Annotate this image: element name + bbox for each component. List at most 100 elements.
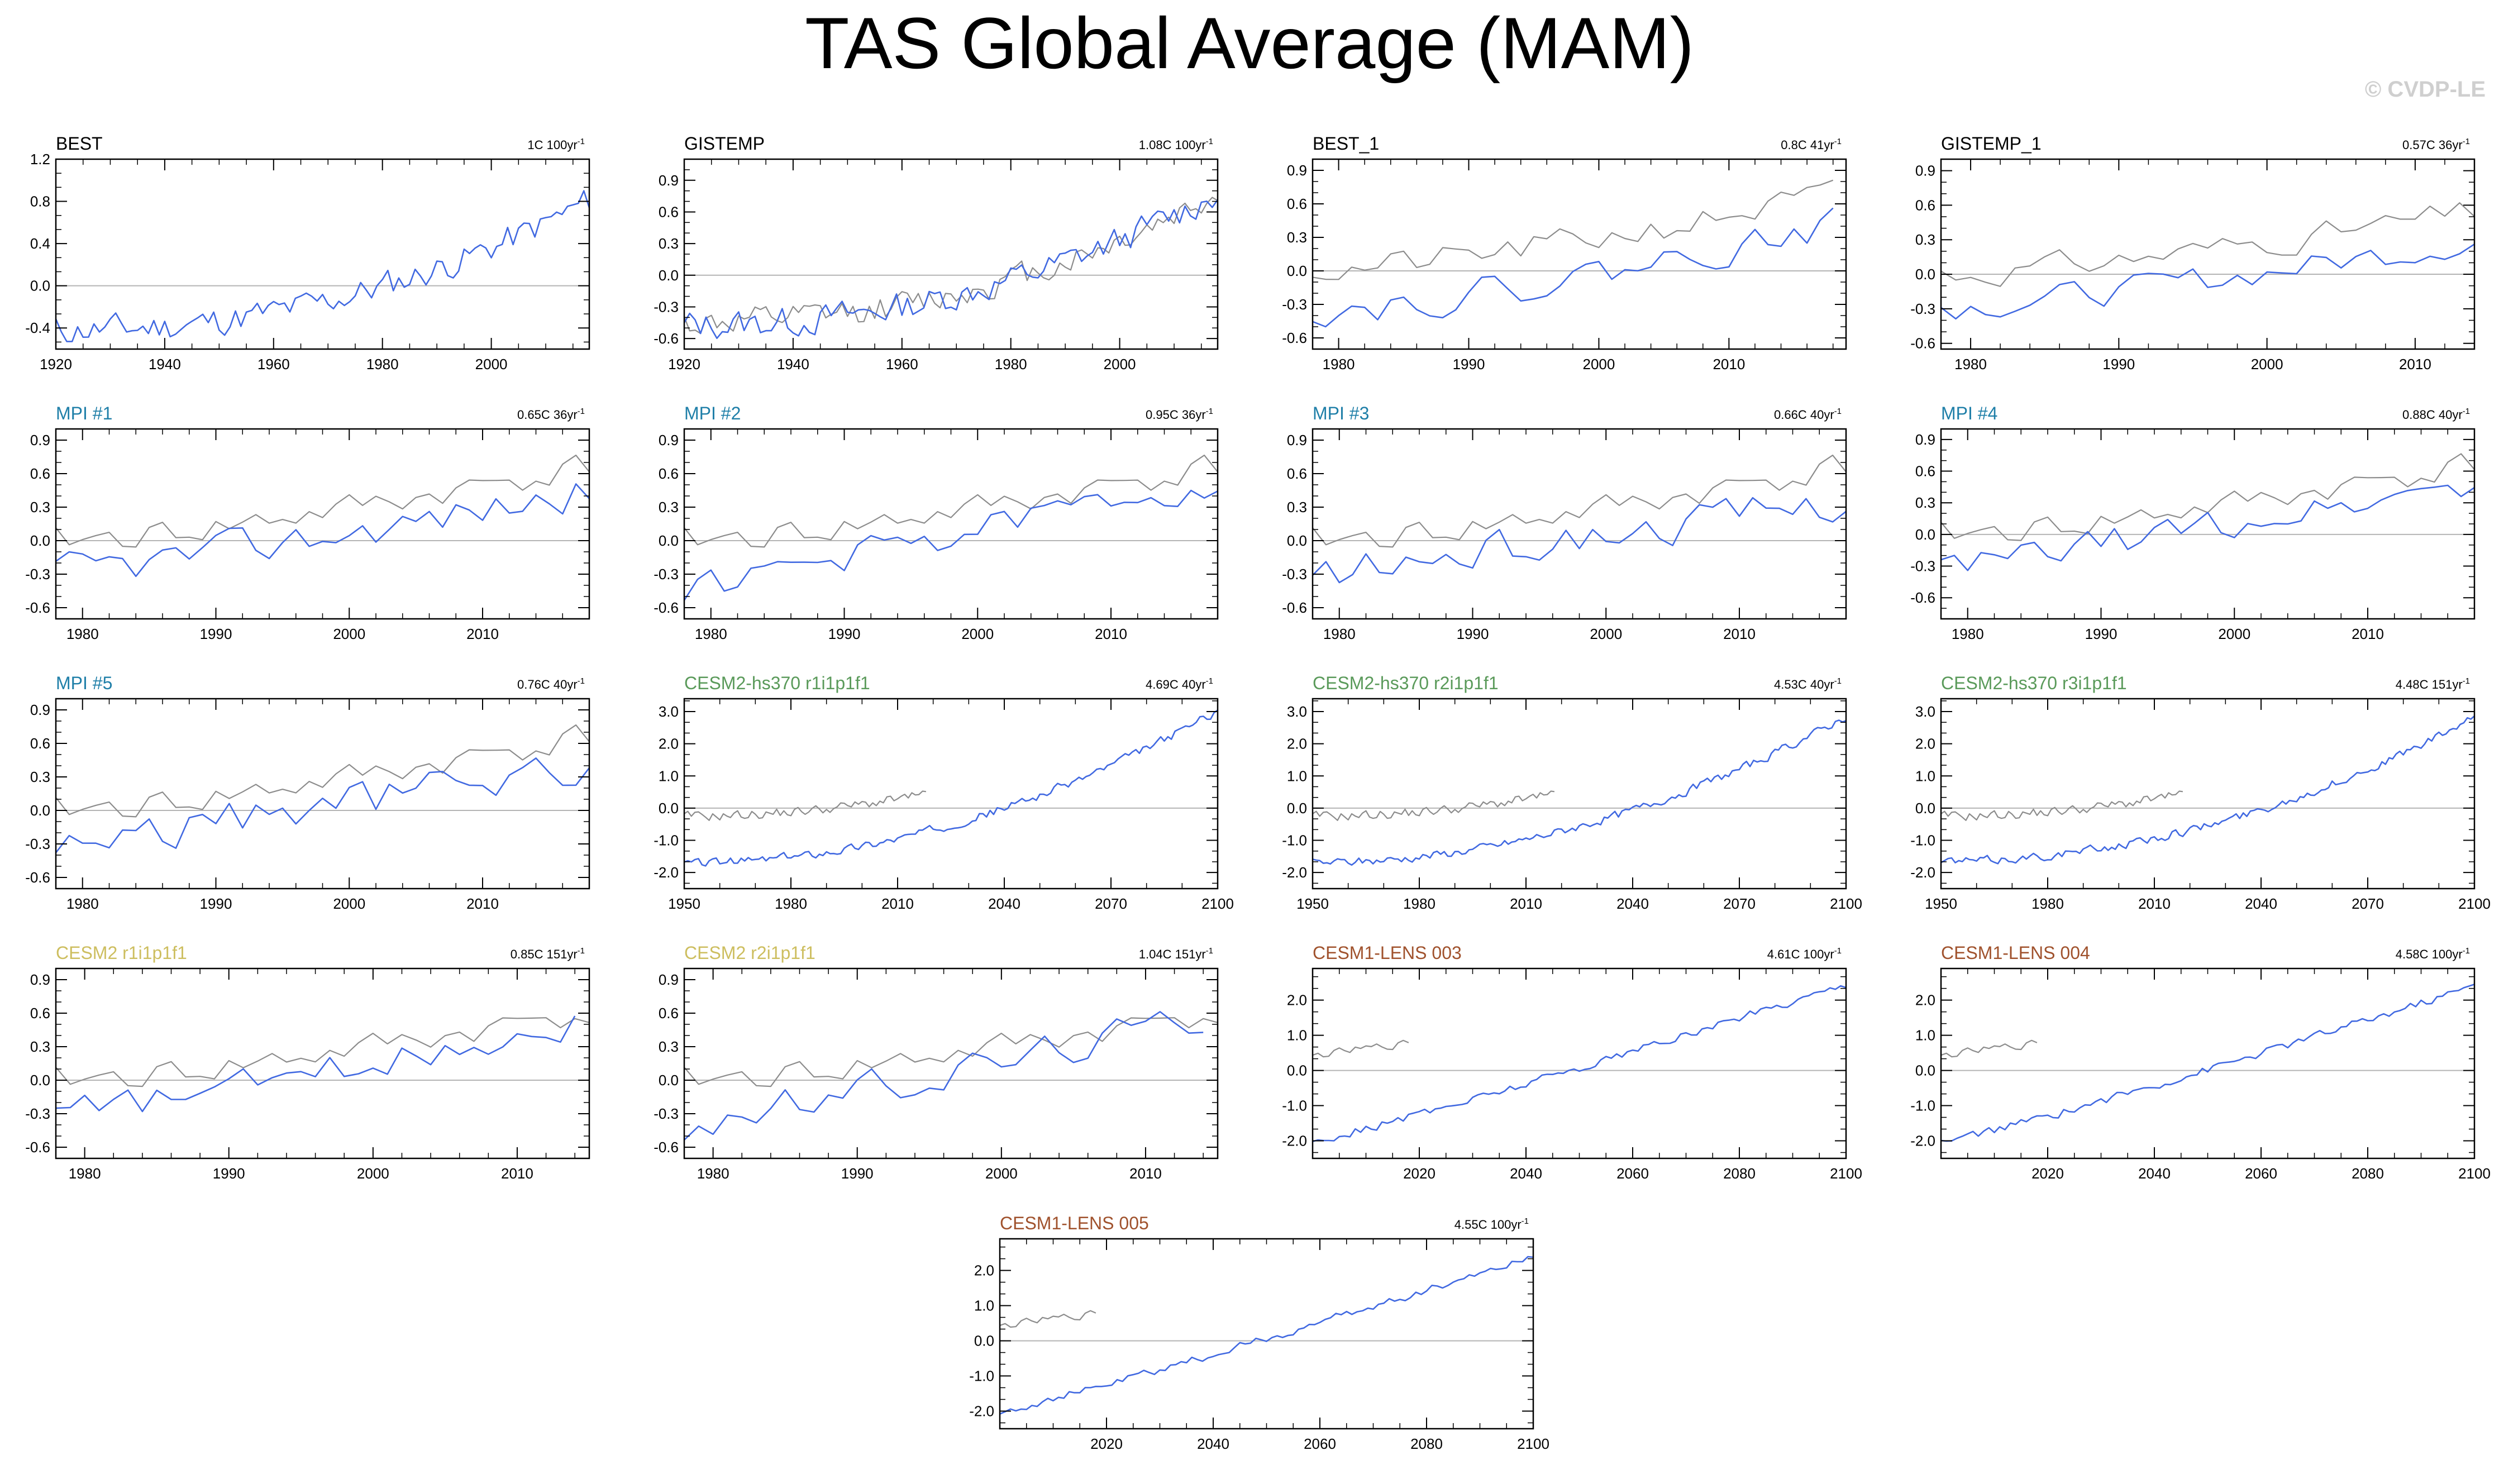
x-tick-label: 2100: [2458, 895, 2491, 912]
y-tick-label: -0.6: [25, 599, 50, 616]
series-line-obs: [1940, 202, 2475, 287]
y-tick-label: 0.6: [1287, 465, 1307, 482]
panel-title: BEST_1: [1313, 133, 1379, 154]
x-tick-label: 2010: [466, 626, 499, 642]
y-tick-label: -0.3: [25, 836, 50, 852]
x-tick-label: 2010: [501, 1165, 533, 1182]
plot-frame: [55, 967, 590, 1159]
y-tick-label: 3.0: [1915, 703, 1935, 720]
x-tick-label: 2100: [2458, 1165, 2491, 1182]
y-tick-label: 0.3: [659, 1038, 679, 1055]
plot-frame: [999, 1238, 1534, 1430]
y-tick-label: -1.0: [1910, 1098, 1935, 1114]
panel-title: CESM2 r2i1p1f1: [684, 943, 815, 963]
x-tick-label: 1980: [1954, 356, 1987, 373]
trend-label: 1C 100yr-1: [527, 137, 585, 152]
x-tick-label: 1950: [1925, 895, 1957, 912]
y-tick-label: 0.0: [1915, 1062, 1935, 1079]
panel-gistemp: GISTEMP 1.08C 100yr-1 1920 1940 1960 1980 2000…: [654, 133, 1219, 373]
x-tick-label: 2100: [1830, 895, 1862, 912]
panel-cesm2-hs370-r1i1p1f1: CESM2-hs370 r1i1p1f1 4.69C 40yr-1 1950 1980…: [654, 673, 1234, 912]
x-tick-label: 2010: [2399, 356, 2431, 373]
panel-cesm2-hs370-r2i1p1f1: CESM2-hs370 r2i1p1f1 4.53C 40yr-1 1950 1980…: [1282, 673, 1862, 912]
y-tick-label: 1.0: [1915, 1027, 1935, 1044]
trend-label: 4.69C 40yr-1: [1146, 676, 1213, 691]
y-tick-label: 1.0: [1915, 767, 1935, 784]
panel-title: BEST: [56, 133, 103, 154]
y-tick-label: 0.3: [1287, 229, 1307, 246]
series-line-obs: [999, 1310, 1096, 1328]
x-tick-label: 2080: [2352, 1165, 2384, 1182]
y-tick-label: 0.0: [1915, 266, 1935, 283]
x-tick-label: 2100: [1830, 1165, 1862, 1182]
x-tick-label: 1960: [257, 356, 290, 373]
x-tick-label: 1980: [1323, 356, 1355, 373]
panel-cesm1-lens-005: CESM1-LENS 005 4.55C 100yr-1 2020 2040 2060 2…: [969, 1213, 1549, 1452]
panel-title: MPI #4: [1941, 403, 1997, 423]
y-tick-label: -0.3: [654, 298, 679, 315]
y-tick-label: 0.0: [974, 1333, 994, 1349]
y-tick-label: -0.3: [1282, 566, 1307, 583]
x-tick-label: 1980: [1952, 626, 1984, 642]
x-tick-label: 1990: [200, 626, 232, 642]
y-tick-label: 1.2: [30, 151, 50, 168]
x-tick-label: 2010: [1510, 895, 1542, 912]
panel-cesm2-r1i1p1f1: CESM2 r1i1p1f1 0.85C 151yr-1 1980 1990 2000 2…: [25, 943, 590, 1182]
x-tick-label: 2020: [2031, 1165, 2064, 1182]
panel-cesm2-r2i1p1f1: CESM2 r2i1p1f1 1.04C 151yr-1 1980 1990 2000 2…: [654, 943, 1219, 1182]
x-tick-label: 1990: [841, 1165, 874, 1182]
series-line-obs: [1312, 1039, 1409, 1058]
panel-cesm1-lens-004: CESM1-LENS 004 4.58C 100yr-1 2020 2040 2060 2…: [1910, 943, 2491, 1182]
y-tick-label: -0.6: [1282, 599, 1307, 616]
panel-title: MPI #1: [56, 403, 112, 423]
panel-mpi-1: MPI #1 0.65C 36yr-1 1980 1990 2000 2010 -0.6 -0…: [25, 403, 590, 642]
plot-frame: [1940, 967, 2476, 1159]
y-tick-label: 0.3: [30, 1038, 50, 1055]
plot-frame: [1312, 158, 1847, 350]
y-tick-label: 1.0: [1287, 1027, 1307, 1044]
series-line-cesm2-r2i1p1f1: [684, 1011, 1204, 1141]
series-line-obs: [1940, 453, 2475, 541]
series-line-mpi-2: [683, 489, 1218, 601]
panel-title: CESM2-hs370 r1i1p1f1: [684, 673, 870, 693]
y-tick-label: 0.6: [659, 203, 679, 220]
x-tick-label: 2000: [1104, 356, 1136, 373]
y-tick-label: 0.0: [1287, 263, 1307, 279]
panel-title: CESM2-hs370 r3i1p1f1: [1941, 673, 2127, 693]
x-tick-label: 1960: [886, 356, 918, 373]
y-tick-label: -0.3: [25, 1105, 50, 1122]
panel-gistemp-1: GISTEMP_1 0.57C 36yr-1 1980 1990 2000 2010 -0.…: [1910, 133, 2476, 373]
y-tick-label: -2.0: [1282, 864, 1307, 881]
y-tick-label: 0.0: [30, 278, 50, 294]
series-line-mpi-3: [1312, 497, 1847, 584]
y-tick-label: 0.0: [30, 802, 50, 819]
trend-label: 4.55C 100yr-1: [1454, 1216, 1529, 1232]
x-tick-label: 1980: [66, 626, 99, 642]
x-tick-label: 1990: [1453, 356, 1485, 373]
y-tick-label: 0.6: [659, 1005, 679, 1022]
y-tick-label: 0.0: [659, 1072, 679, 1089]
y-tick-label: 0.9: [30, 702, 50, 718]
y-tick-label: 0.4: [30, 235, 50, 252]
x-tick-label: 2010: [466, 895, 499, 912]
x-tick-label: 2000: [475, 356, 508, 373]
panel-cesm2-hs370-r3i1p1f1: CESM2-hs370 r3i1p1f1 4.48C 151yr-1 1950 198…: [1910, 673, 2491, 912]
x-tick-label: 2010: [1095, 626, 1127, 642]
x-tick-label: 2040: [1197, 1435, 1229, 1452]
y-tick-label: -2.0: [1282, 1133, 1307, 1149]
y-tick-label: 3.0: [659, 703, 679, 720]
series-line-mpi-4: [1940, 484, 2475, 571]
plot-frame: [683, 967, 1219, 1159]
series-line-cesm1-lens-004: [1940, 984, 2475, 1142]
y-tick-label: -0.6: [1910, 335, 1935, 352]
plot-frame: [1312, 967, 1847, 1159]
trend-label: 4.48C 151yr-1: [2396, 676, 2470, 691]
series-line-cesm2-r1i1p1f1: [55, 1015, 576, 1113]
y-tick-label: 3.0: [1287, 703, 1307, 720]
trend-label: 0.88C 40yr-1: [2402, 407, 2470, 422]
y-tick-label: -0.6: [654, 330, 679, 347]
y-tick-label: -0.3: [25, 566, 50, 583]
plot-frame: [1940, 428, 2476, 620]
x-tick-label: 2100: [1201, 895, 1234, 912]
panel-best-1: BEST_1 0.8C 41yr-1 1980 1990 2000 2010 -0.6 -0.…: [1282, 133, 1847, 373]
